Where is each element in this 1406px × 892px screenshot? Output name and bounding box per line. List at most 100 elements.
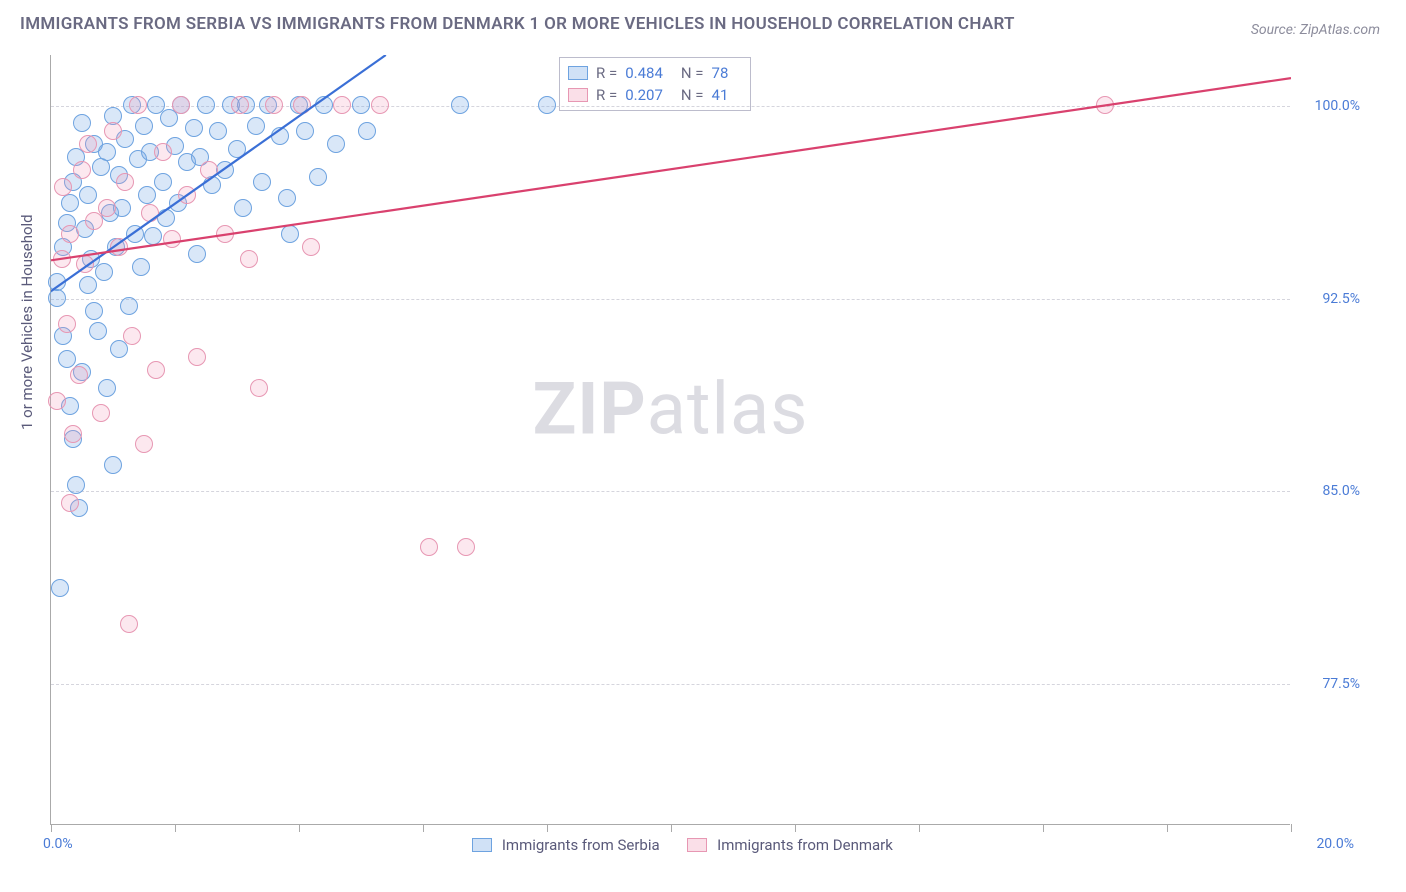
scatter-point	[64, 425, 82, 443]
scatter-point	[144, 227, 162, 245]
scatter-point	[154, 173, 172, 191]
scatter-point	[420, 538, 438, 556]
legend-swatch-denmark	[687, 838, 707, 852]
scatter-point	[89, 322, 107, 340]
scatter-point	[135, 117, 153, 135]
scatter-point	[58, 350, 76, 368]
chart-title: IMMIGRANTS FROM SERBIA VS IMMIGRANTS FRO…	[20, 14, 1015, 34]
scatter-point	[79, 135, 97, 153]
scatter-point	[197, 96, 215, 114]
legend-N-label: N =	[681, 62, 704, 84]
scatter-point	[327, 135, 345, 153]
scatter-point	[116, 173, 134, 191]
plot-area: ZIPatlas R = 0.484 N = 78 R = 0.207 N = …	[50, 55, 1290, 825]
scatter-point	[120, 615, 138, 633]
scatter-point	[98, 143, 116, 161]
scatter-point	[209, 122, 227, 140]
scatter-point	[76, 255, 94, 273]
scatter-point	[70, 366, 88, 384]
scatter-point	[92, 404, 110, 422]
scatter-point	[132, 258, 150, 276]
scatter-point	[157, 209, 175, 227]
scatter-point	[309, 168, 327, 186]
scatter-point	[216, 225, 234, 243]
x-axis-tick	[671, 824, 672, 832]
gridline-h	[51, 299, 1290, 300]
scatter-point	[234, 199, 252, 217]
scatter-point	[265, 96, 283, 114]
scatter-point	[54, 178, 72, 196]
x-axis-tick	[919, 824, 920, 832]
legend-R-label: R =	[596, 84, 617, 106]
scatter-point	[216, 161, 234, 179]
scatter-point	[302, 238, 320, 256]
x-axis-tick	[175, 824, 176, 832]
scatter-point	[333, 96, 351, 114]
scatter-point	[538, 96, 556, 114]
scatter-point	[293, 96, 311, 114]
scatter-point	[228, 140, 246, 158]
scatter-point	[95, 263, 113, 281]
y-axis-tick-label: 92.5%	[1322, 291, 1360, 307]
legend-R-value: 0.484	[625, 62, 663, 84]
scatter-point	[113, 199, 131, 217]
y-axis-tick-label: 100.0%	[1315, 98, 1360, 114]
scatter-point	[73, 114, 91, 132]
scatter-point	[67, 476, 85, 494]
legend-stats-row: R = 0.207 N = 41	[568, 84, 738, 106]
scatter-point	[315, 96, 333, 114]
scatter-point	[79, 186, 97, 204]
legend-R-label: R =	[596, 62, 617, 84]
scatter-point	[163, 230, 181, 248]
legend-N-label: N =	[681, 84, 704, 106]
source-attribution: Source: ZipAtlas.com	[1251, 22, 1380, 38]
scatter-point	[53, 250, 71, 268]
legend-series: Immigrants from Serbia Immigrants from D…	[51, 836, 1290, 854]
scatter-point	[358, 122, 376, 140]
scatter-point	[58, 315, 76, 333]
trendlines	[51, 55, 1291, 825]
scatter-point	[188, 348, 206, 366]
x-axis-tick	[51, 824, 52, 832]
legend-stats-row: R = 0.484 N = 78	[568, 62, 738, 84]
scatter-point	[126, 225, 144, 243]
watermark: ZIPatlas	[533, 366, 809, 451]
scatter-point	[185, 119, 203, 137]
scatter-point	[48, 273, 66, 291]
scatter-point	[172, 96, 190, 114]
x-axis-tick	[1291, 824, 1292, 832]
scatter-point	[104, 122, 122, 140]
scatter-point	[247, 117, 265, 135]
scatter-point	[154, 143, 172, 161]
y-axis-tick-label: 77.5%	[1322, 676, 1360, 692]
gridline-h	[51, 491, 1290, 492]
scatter-point	[1096, 96, 1114, 114]
scatter-point	[352, 96, 370, 114]
scatter-point	[48, 289, 66, 307]
legend-N-value: 41	[712, 84, 729, 106]
legend-series-label: Immigrants from Denmark	[717, 836, 893, 854]
x-axis-tick	[299, 824, 300, 832]
scatter-point	[48, 392, 66, 410]
scatter-point	[371, 96, 389, 114]
scatter-point	[200, 161, 218, 179]
y-axis-tick-label: 85.0%	[1322, 483, 1360, 499]
scatter-point	[250, 379, 268, 397]
legend-series-label: Immigrants from Serbia	[502, 836, 660, 854]
scatter-point	[296, 122, 314, 140]
scatter-point	[51, 579, 69, 597]
x-axis-tick	[423, 824, 424, 832]
scatter-point	[188, 245, 206, 263]
x-axis-tick	[1043, 824, 1044, 832]
scatter-point	[110, 238, 128, 256]
scatter-point	[61, 194, 79, 212]
legend-swatch-serbia	[568, 66, 588, 80]
scatter-point	[135, 435, 153, 453]
gridline-h	[51, 684, 1290, 685]
scatter-point	[278, 189, 296, 207]
scatter-point	[85, 302, 103, 320]
x-axis-max-label: 20.0%	[1316, 836, 1354, 852]
scatter-point	[231, 96, 249, 114]
scatter-point	[98, 199, 116, 217]
scatter-point	[147, 361, 165, 379]
